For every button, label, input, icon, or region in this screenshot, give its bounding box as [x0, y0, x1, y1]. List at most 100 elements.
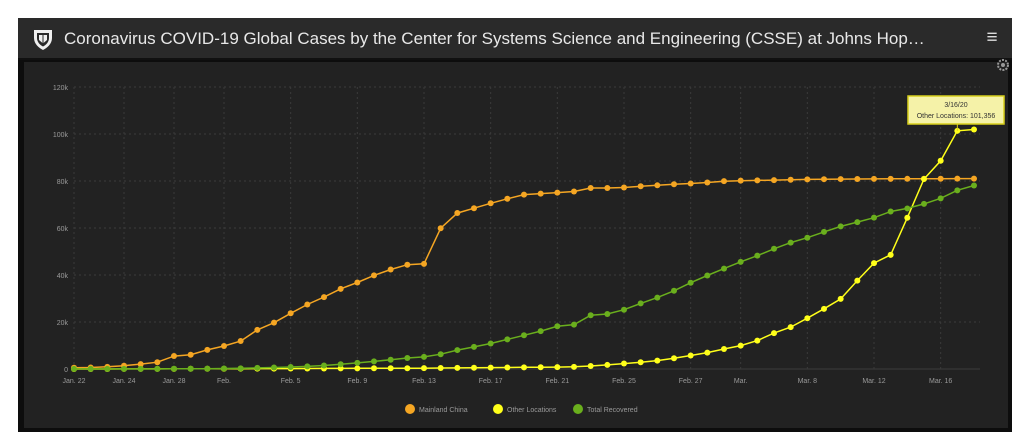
x-tick-label: Feb. 13 — [412, 378, 436, 385]
legend-label: Total Recovered — [587, 407, 638, 414]
data-point — [854, 219, 861, 226]
data-point — [637, 300, 644, 307]
data-point — [721, 346, 727, 353]
data-point — [721, 178, 727, 185]
data-point — [137, 365, 144, 372]
data-point — [837, 295, 844, 302]
data-point — [404, 365, 411, 372]
data-point — [321, 362, 327, 369]
data-point — [287, 363, 294, 370]
data-point — [354, 359, 361, 366]
data-point — [654, 357, 661, 364]
y-tick-label: 40k — [57, 273, 69, 280]
data-point — [904, 175, 911, 182]
data-point — [721, 265, 727, 272]
cases-line-chart: 0 20k 40k 60k 80k 100k 120k Jan. 22 Jan. 24 Jan. … — [53, 85, 1005, 414]
data-point — [421, 353, 427, 360]
data-point — [487, 200, 494, 207]
data-point — [521, 364, 527, 371]
gear-icon[interactable] — [996, 58, 1010, 72]
hamburger-menu-icon[interactable]: ≡ — [986, 27, 998, 48]
x-tick-label: Feb. 27 — [679, 378, 703, 385]
data-point — [687, 180, 694, 187]
data-point — [854, 175, 861, 182]
data-point — [171, 365, 177, 372]
data-point — [887, 251, 894, 258]
data-point — [821, 176, 827, 183]
data-point — [671, 181, 677, 188]
data-point — [754, 337, 761, 344]
x-tick-label: Feb. 5 — [281, 378, 301, 385]
data-point — [587, 312, 594, 319]
data-point — [304, 363, 311, 370]
data-point — [504, 195, 511, 202]
legend-marker — [493, 404, 503, 414]
data-point — [337, 361, 344, 368]
data-point — [621, 360, 627, 367]
data-point — [804, 176, 811, 183]
data-point — [537, 328, 544, 335]
tooltip-box — [907, 95, 1005, 125]
data-point — [604, 184, 611, 191]
data-point — [971, 175, 977, 182]
data-point — [354, 365, 361, 372]
data-point — [804, 234, 811, 241]
x-tick-label: Mar. — [734, 378, 748, 385]
data-point — [621, 306, 627, 313]
data-point — [154, 359, 161, 366]
data-point — [804, 315, 811, 322]
data-point — [587, 185, 594, 192]
y-tick-label: 0 — [64, 367, 68, 374]
data-point — [337, 365, 344, 372]
data-point — [771, 177, 777, 184]
data-point — [504, 336, 511, 343]
data-point — [471, 364, 477, 371]
data-point — [521, 191, 527, 198]
x-tick-label: Feb. 9 — [347, 378, 367, 385]
data-point — [237, 338, 244, 345]
data-point — [904, 214, 911, 221]
data-point — [321, 294, 327, 301]
data-point — [537, 364, 544, 371]
data-point — [937, 195, 944, 202]
data-point — [387, 356, 394, 363]
data-point — [787, 324, 794, 331]
jhu-shield-icon — [34, 30, 52, 50]
data-point — [521, 332, 527, 339]
data-point — [837, 176, 844, 183]
data-point — [754, 252, 761, 259]
data-point — [921, 200, 927, 207]
legend-label: Other Locations — [507, 407, 557, 414]
x-tick-label: Mar. 12 — [862, 378, 885, 385]
data-point — [737, 258, 744, 265]
chart-panel: 0 20k 40k 60k 80k 100k 120k Jan. 22 Jan. 24 Jan. … — [24, 62, 1008, 428]
data-point — [454, 347, 461, 354]
data-point — [387, 266, 394, 273]
legend-label: Mainland China — [419, 407, 468, 414]
data-point — [637, 359, 644, 366]
data-point — [554, 364, 561, 371]
data-point — [687, 352, 694, 359]
data-point — [487, 340, 494, 347]
data-point — [487, 364, 494, 371]
data-point — [571, 321, 577, 328]
data-point — [121, 365, 127, 372]
x-tick-label: Feb. 25 — [612, 378, 636, 385]
data-point — [421, 260, 427, 267]
y-tick-label: 60k — [57, 226, 69, 233]
data-point — [271, 319, 277, 326]
data-point — [571, 363, 577, 370]
data-point — [537, 190, 544, 197]
data-point — [604, 311, 611, 318]
data-point — [437, 364, 444, 371]
data-point — [254, 326, 261, 333]
y-tick-label: 100k — [53, 132, 69, 139]
data-point — [671, 287, 677, 294]
data-point — [404, 261, 411, 268]
data-point — [387, 365, 394, 372]
data-point — [104, 365, 111, 372]
data-point — [954, 175, 961, 182]
panel-header: Coronavirus COVID-19 Global Cases by the… — [18, 18, 1012, 60]
data-point — [404, 354, 411, 361]
data-point — [637, 183, 644, 190]
